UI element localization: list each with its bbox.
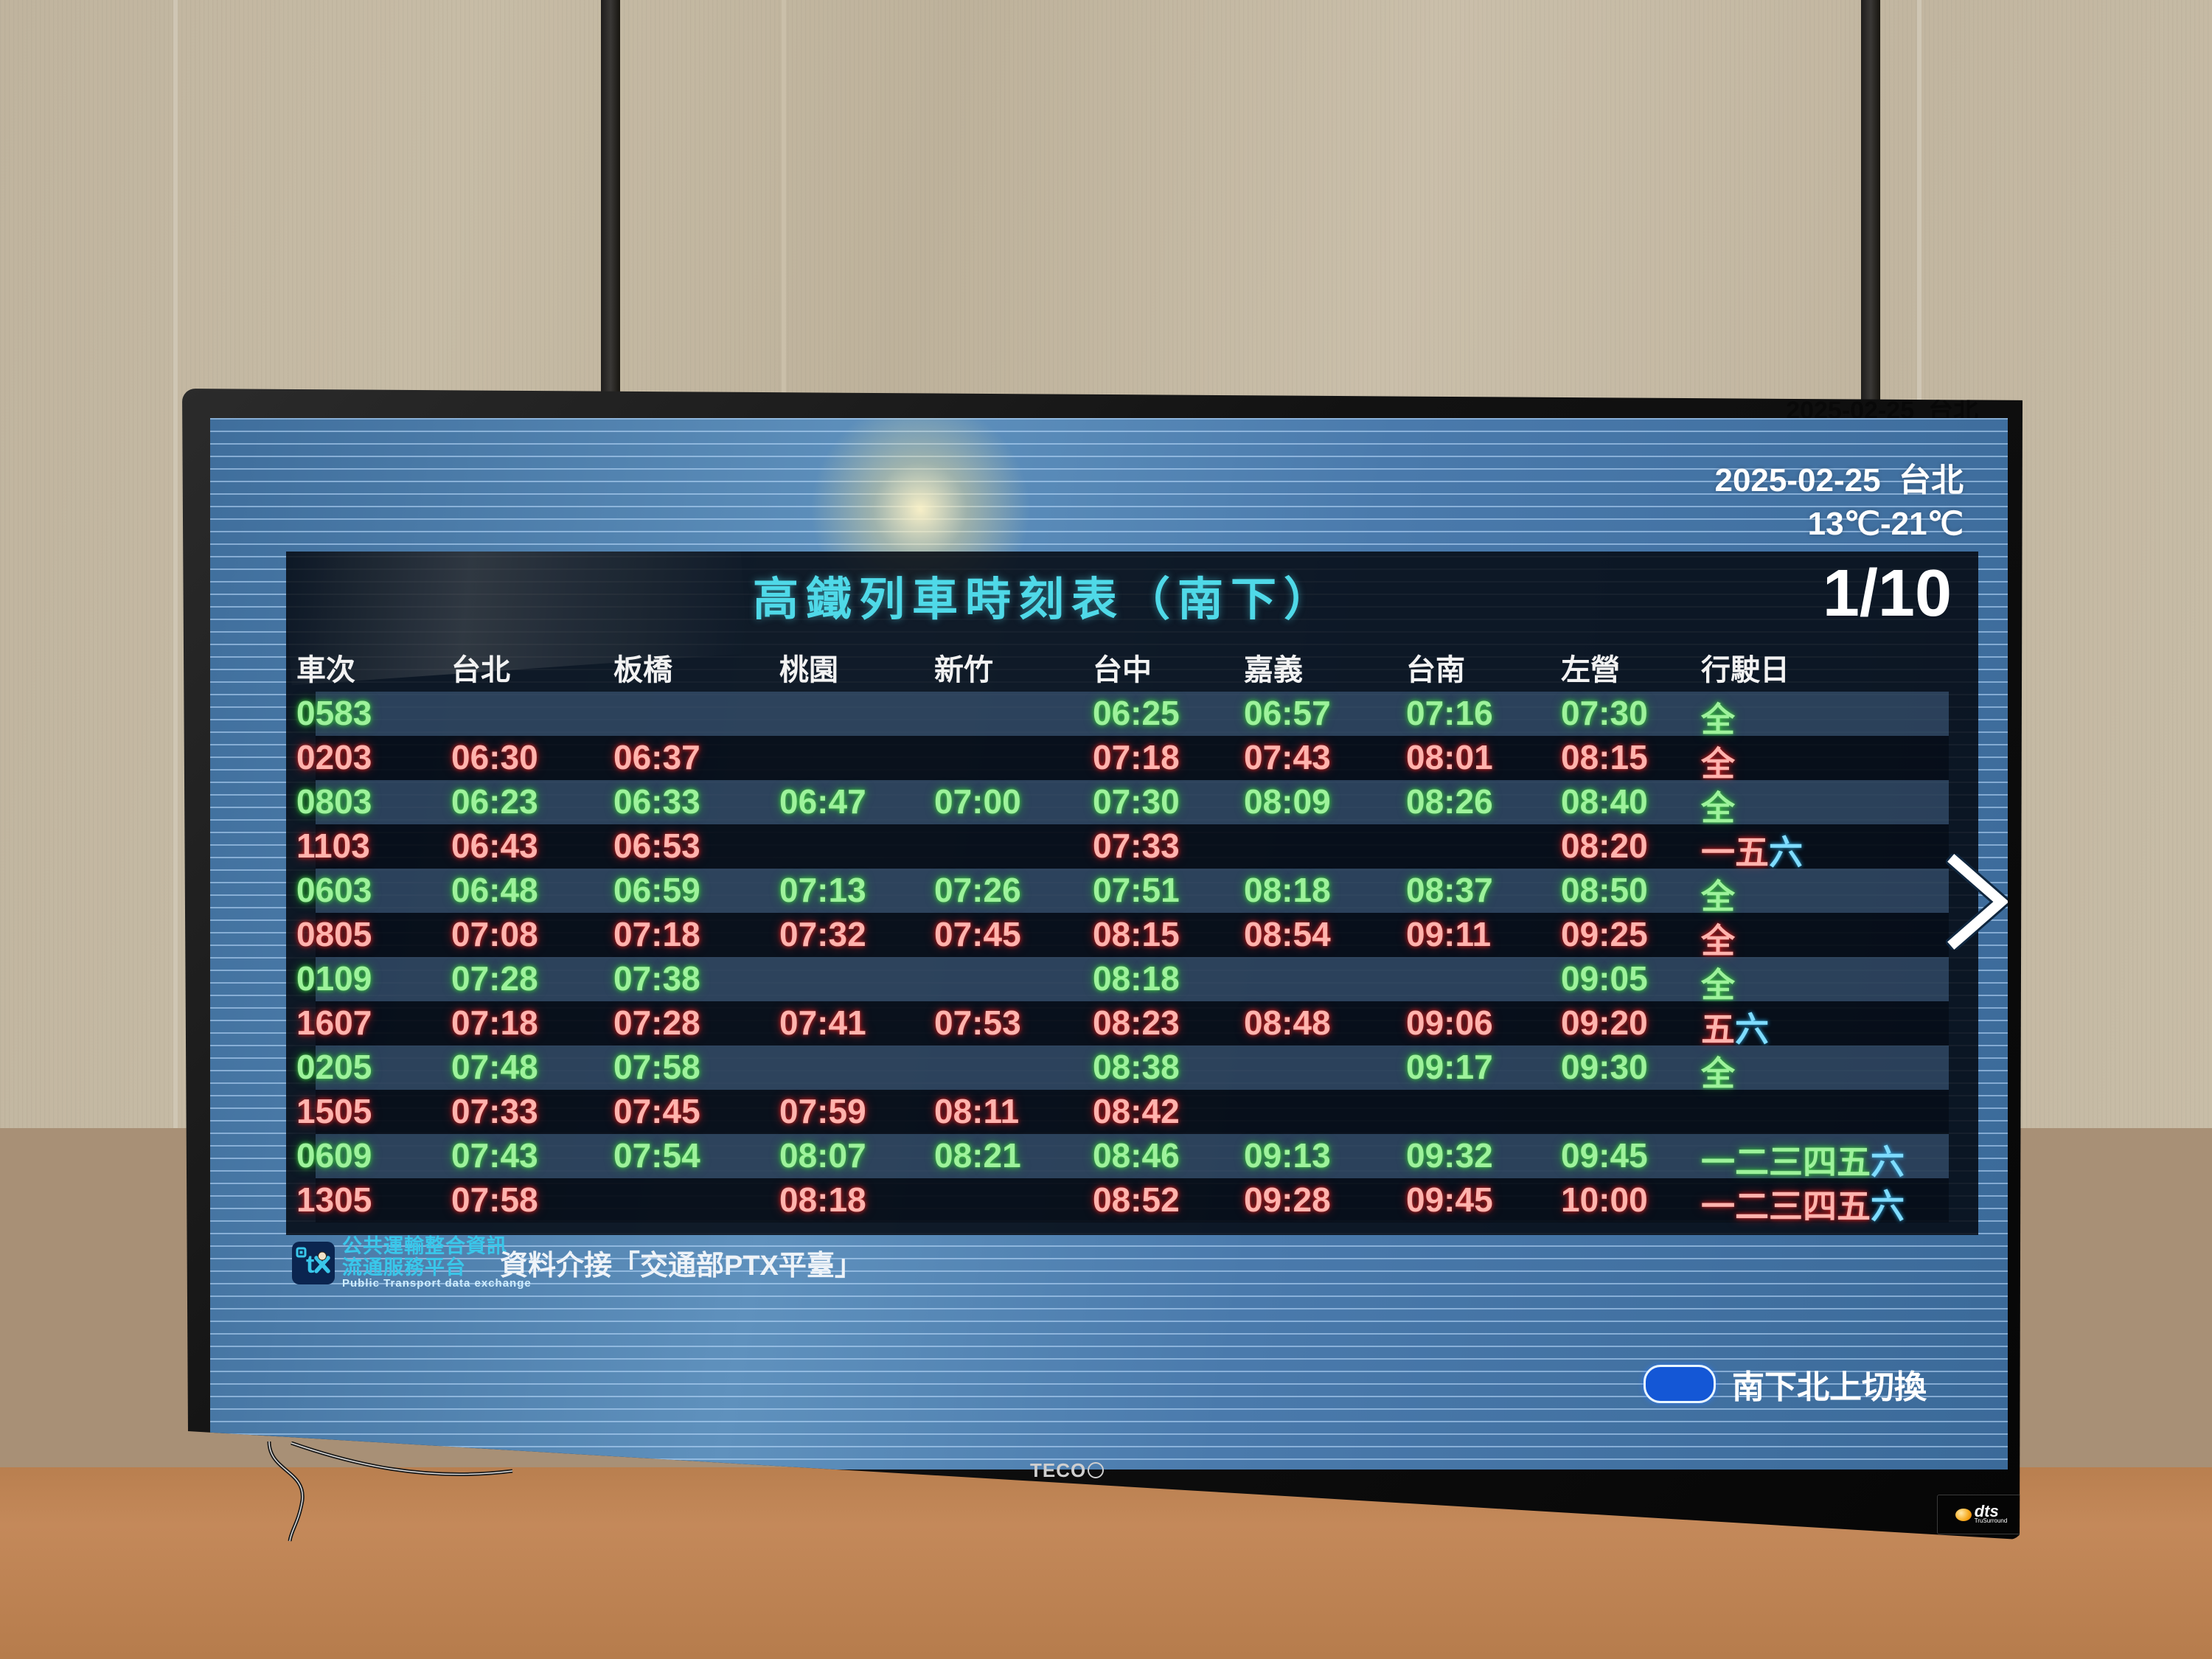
svg-text:t: t <box>306 1251 314 1279</box>
